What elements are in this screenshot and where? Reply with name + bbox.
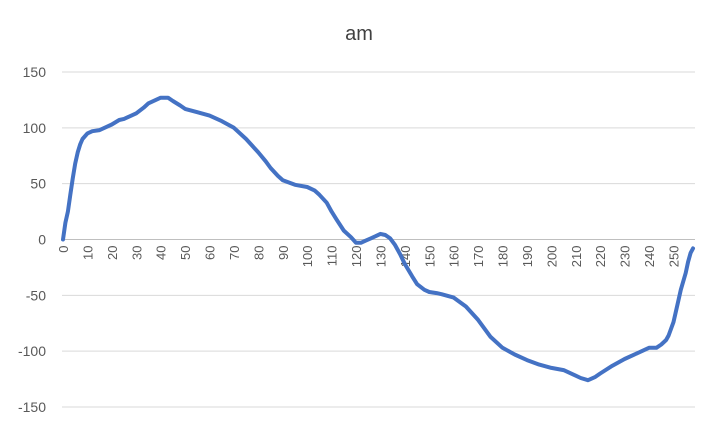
x-tick-label: 90 bbox=[276, 246, 291, 260]
x-tick-label: 50 bbox=[178, 246, 193, 260]
x-tick-label: 20 bbox=[105, 246, 120, 260]
x-tick-label: 200 bbox=[544, 246, 559, 268]
gridlines bbox=[62, 71, 695, 408]
x-tick-label: 60 bbox=[203, 246, 218, 260]
chart-title: am bbox=[345, 23, 373, 45]
y-tick-label: -150 bbox=[18, 399, 46, 415]
x-tick-label: 70 bbox=[227, 246, 242, 260]
x-tick-label: 170 bbox=[471, 246, 486, 268]
x-tick-label: 160 bbox=[447, 246, 462, 268]
x-axis-tick-labels: 0 10 20 30 40 50 60 70 80 90 100 110 120 130 140 150 160… bbox=[56, 246, 681, 268]
x-tick-label: 120 bbox=[349, 246, 364, 268]
x-tick-label: 150 bbox=[422, 246, 437, 268]
y-tick-label: 100 bbox=[23, 120, 47, 136]
y-tick-label: -100 bbox=[18, 343, 46, 359]
x-tick-label: 10 bbox=[80, 246, 95, 260]
y-tick-label: 150 bbox=[23, 64, 47, 80]
x-tick-label: 240 bbox=[642, 246, 657, 268]
x-tick-label: 40 bbox=[154, 246, 169, 260]
y-tick-label: 50 bbox=[30, 176, 46, 192]
y-axis-tick-labels: 150 100 50 0 -50 -100 -150 bbox=[18, 64, 46, 415]
x-tick-label: 190 bbox=[520, 246, 535, 268]
x-tick-label: 80 bbox=[251, 246, 266, 260]
x-tick-label: 130 bbox=[373, 246, 388, 268]
x-tick-label: 230 bbox=[618, 246, 633, 268]
series-line bbox=[61, 95, 695, 383]
y-tick-label: 0 bbox=[38, 232, 46, 248]
x-tick-label: 110 bbox=[325, 246, 340, 267]
series-layer bbox=[61, 95, 695, 383]
x-tick-label: 220 bbox=[593, 246, 608, 268]
x-tick-label: 180 bbox=[496, 246, 511, 268]
x-tick-label: 0 bbox=[56, 246, 71, 253]
x-tick-label: 100 bbox=[300, 246, 315, 268]
x-tick-label: 30 bbox=[129, 246, 144, 260]
x-tick-label: 250 bbox=[666, 246, 681, 268]
x-tick-label: 210 bbox=[569, 246, 584, 268]
y-tick-label: -50 bbox=[26, 287, 46, 303]
